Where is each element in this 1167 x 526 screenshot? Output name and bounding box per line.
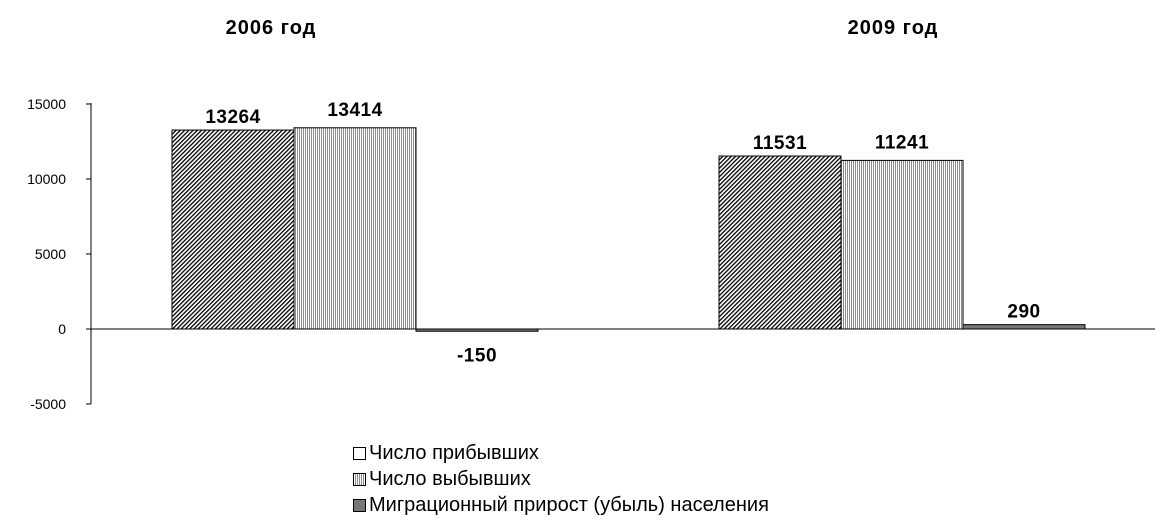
bar-migration-growth-1 [962,324,1086,330]
y-tick-label: -5000 [30,396,66,412]
legend-swatch-departures [353,472,366,486]
y-tick-label: 10000 [27,171,66,187]
legend-item-migration-growth: Миграционный прирост (убыль) населения [353,492,769,518]
bar-arrivals-0 [171,129,295,330]
legend-item-arrivals: Число прибывших [353,440,769,466]
legend-swatch-migration-growth [353,498,366,512]
legend: Число прибывших Число выбывших Миграцион… [353,440,769,518]
legend-item-departures: Число выбывших [353,466,769,492]
data-label-migration-growth-1: 290 [1007,302,1040,323]
data-label-departures-0: 13414 [327,100,382,121]
bar-departures-0 [293,127,417,330]
y-tick-label: 5000 [35,246,66,262]
category-title-2006: 2006 год [226,17,317,39]
legend-label-arrivals: Число прибывших [369,442,539,464]
y-tick-label: 15000 [27,96,66,112]
data-label-departures-1: 11241 [875,132,929,153]
y-tick-label: 0 [58,321,66,337]
legend-label-migration-growth: Миграционный прирост (убыль) населения [369,494,769,516]
category-title-2009: 2009 год [848,17,939,39]
data-label-arrivals-1: 11531 [753,133,807,154]
data-label-arrivals-0: 13264 [205,107,260,128]
legend-label-departures: Число выбывших [369,468,531,490]
bar-arrivals-1 [718,155,842,330]
legend-swatch-arrivals [353,446,366,460]
bar-departures-1 [840,159,964,330]
data-label-migration-growth-0: -150 [457,345,497,366]
y-axis: 15000 10000 5000 0 -5000 [27,96,92,412]
